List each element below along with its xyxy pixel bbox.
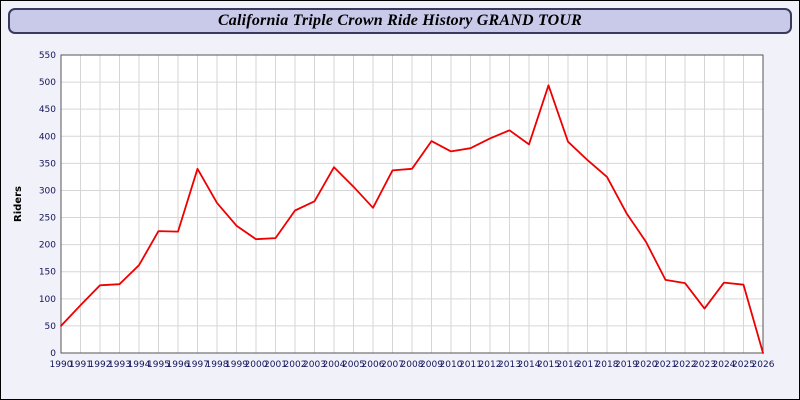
- svg-text:300: 300: [39, 186, 56, 196]
- svg-text:100: 100: [39, 295, 56, 305]
- y-axis-label: Riders: [13, 186, 24, 222]
- svg-text:450: 450: [39, 105, 56, 115]
- svg-text:1996: 1996: [167, 360, 190, 370]
- svg-text:2001: 2001: [264, 360, 287, 370]
- svg-text:2017: 2017: [576, 360, 599, 370]
- svg-text:2024: 2024: [713, 360, 736, 370]
- svg-text:2023: 2023: [693, 360, 716, 370]
- svg-text:550: 550: [39, 51, 56, 61]
- svg-text:2008: 2008: [401, 360, 424, 370]
- svg-text:250: 250: [39, 214, 56, 224]
- svg-text:2026: 2026: [752, 360, 775, 370]
- svg-text:1999: 1999: [225, 360, 248, 370]
- svg-text:2019: 2019: [615, 360, 638, 370]
- svg-text:2014: 2014: [518, 360, 541, 370]
- svg-text:2002: 2002: [284, 360, 307, 370]
- svg-text:2007: 2007: [381, 360, 404, 370]
- svg-text:1998: 1998: [206, 360, 229, 370]
- svg-text:2020: 2020: [635, 360, 658, 370]
- plot-layer: 0501001502002503003504004505005501990199…: [39, 51, 775, 370]
- svg-text:2004: 2004: [323, 360, 346, 370]
- svg-text:1991: 1991: [69, 360, 92, 370]
- svg-text:0: 0: [50, 349, 56, 359]
- svg-text:2006: 2006: [362, 360, 385, 370]
- svg-text:2025: 2025: [732, 360, 755, 370]
- svg-text:1994: 1994: [128, 360, 151, 370]
- svg-text:2016: 2016: [557, 360, 580, 370]
- svg-text:2021: 2021: [654, 360, 677, 370]
- svg-text:2015: 2015: [537, 360, 560, 370]
- svg-text:2011: 2011: [459, 360, 482, 370]
- svg-text:1995: 1995: [147, 360, 170, 370]
- svg-text:1993: 1993: [108, 360, 131, 370]
- svg-text:150: 150: [39, 268, 56, 278]
- svg-text:2013: 2013: [498, 360, 521, 370]
- ride-history-line-chart: 0501001502002503003504004505005501990199…: [13, 51, 775, 370]
- svg-text:2009: 2009: [420, 360, 443, 370]
- svg-text:2010: 2010: [440, 360, 463, 370]
- chart-area: 0 50 100 150 200 250 300 350 400 450 500 550 1990 199…: [1, 41, 799, 399]
- svg-text:1992: 1992: [89, 360, 112, 370]
- svg-text:200: 200: [39, 241, 56, 251]
- chart-title-bar: California Triple Crown Ride History GRA…: [8, 8, 792, 34]
- svg-text:2000: 2000: [245, 360, 268, 370]
- svg-text:350: 350: [39, 159, 56, 169]
- svg-text:500: 500: [39, 78, 56, 88]
- svg-text:2018: 2018: [596, 360, 619, 370]
- svg-text:400: 400: [39, 132, 56, 142]
- svg-text:2022: 2022: [674, 360, 697, 370]
- chart-title: California Triple Crown Ride History GRA…: [217, 12, 583, 29]
- svg-text:50: 50: [45, 322, 57, 332]
- svg-text:2003: 2003: [303, 360, 326, 370]
- svg-text:2005: 2005: [342, 360, 365, 370]
- svg-text:1997: 1997: [186, 360, 209, 370]
- svg-text:2012: 2012: [479, 360, 502, 370]
- svg-text:1990: 1990: [50, 360, 73, 370]
